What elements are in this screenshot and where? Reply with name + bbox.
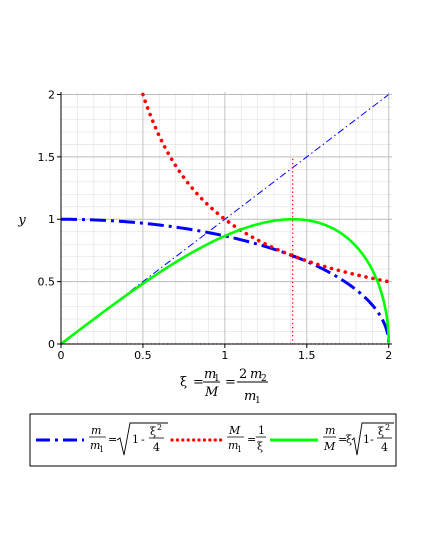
legend-1-rad-num-sup: 2 [157,423,162,432]
legend-1-rad-den: 4 [153,441,160,454]
legend-3-radical [351,422,394,456]
x-label-lhs: ξ [180,375,187,390]
y-tick-label: 1.5 [38,151,56,164]
legend-3-rad-den: 4 [381,441,388,454]
x-label-eq: = [193,375,204,390]
x-label-frac1-num-sub: 1 [214,374,220,384]
legend-box [29,413,397,467]
x-label-frac2-num-sub: 2 [261,374,267,384]
series-line-3 [60,217,391,346]
y-tick-label: 2 [48,88,55,101]
y-axis-label: y [17,213,26,228]
legend-entry-2: M m 1 = 1 ξ [170,424,266,454]
legend-1-rad-one: 1 [132,433,139,446]
tick-labels: 0 0.5 1 1.5 2 0 0.5 1 1.5 2 [38,88,393,362]
legend-1-rad-minus: - [141,433,145,446]
x-label-frac1-num: m [204,367,216,382]
legend-2-den-sub: 1 [237,445,242,454]
legend-1-den-sub: 1 [99,445,104,454]
legend-2-num: M [228,424,241,437]
x-label-frac2-den-sub: 1 [255,396,261,406]
legend-entry-3: m M = ξ 1 - ξ 2 4 [270,422,394,456]
x-tick-label: 0 [58,349,65,362]
minor-grid [61,92,392,344]
x-label-frac2-num-coef: 2 [239,367,247,382]
y-tick-label: 1 [48,213,55,226]
x-tick-label: 1.5 [298,349,316,362]
legend-1-den: m [90,439,100,452]
x-tick-label: 2 [385,349,392,362]
legend-3-rad-num: ξ [378,425,384,438]
x-label-frac1-den: M [204,385,219,400]
major-grid [61,92,392,344]
legend-2-den: m [228,439,238,452]
legend-3-den: M [323,440,336,453]
series-line-2 [141,92,391,284]
x-tick-label: 0.5 [134,349,152,362]
legend-3-rad-num-sup: 2 [385,423,390,432]
legend-3-rad-minus: - [370,433,374,446]
legend-entry-1: m m 1 = 1 - ξ 2 4 [36,422,168,456]
legend-3-rad-one: 1 [363,433,370,446]
legend-1-rad-num: ξ [150,425,156,438]
x-label-frac2-num: m [250,367,262,382]
legend-2-rhs-den: ξ [257,440,263,453]
legend-3-eq: = [338,433,347,446]
legend-1-eq: = [108,433,117,446]
series-line-1 [61,217,391,344]
series-lines [60,92,391,346]
y-tick-label: 0 [48,338,55,351]
x-tick-label: 1 [221,349,228,362]
legend-3-num: m [325,424,335,437]
legend-2-rhs-num: 1 [258,424,265,437]
legend-1-num: m [91,424,101,437]
legend-2-eq: = [247,433,256,446]
legend-3-coef: ξ [346,433,352,446]
y-tick-label: 0.5 [38,276,56,289]
legend: m m 1 = 1 - ξ 2 4 M m 1 = 1 ξ [29,413,397,467]
x-label-frac2-den: m [244,389,256,404]
x-axis-label: ξ = m 1 M = 2 m 2 m 1 [180,367,268,406]
x-label-eq2: = [225,375,236,390]
axes [57,92,392,348]
legend-1-radical [116,422,168,456]
